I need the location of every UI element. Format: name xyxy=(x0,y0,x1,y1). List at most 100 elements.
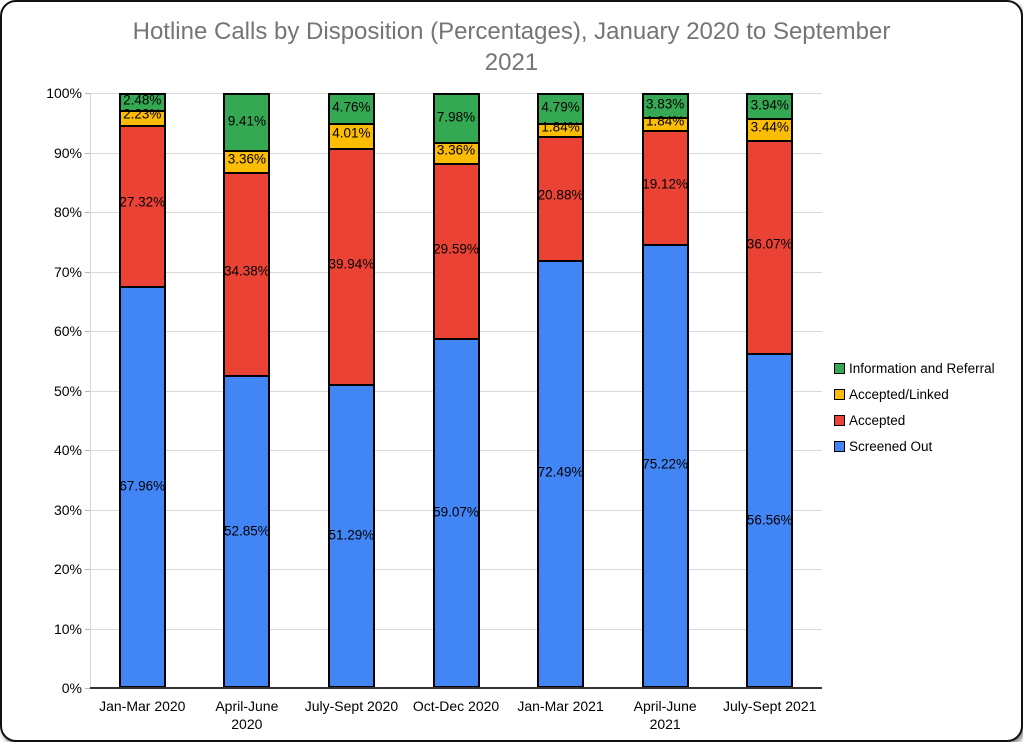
segment-data-label: 39.94% xyxy=(328,256,375,272)
segment-data-label: 56.56% xyxy=(746,512,793,528)
x-axis-category-label: April-June 2021 xyxy=(633,698,697,732)
segment-data-label: 34.38% xyxy=(223,263,270,279)
stacked-bar-jan-mar-2020 xyxy=(118,93,166,688)
legend-item-label: Accepted/Linked xyxy=(849,387,949,402)
stacked-bar-july-sept-2020 xyxy=(327,93,375,688)
legend-item-information-and-referral: Information and Referral xyxy=(834,360,995,377)
segment-data-label: 4.79% xyxy=(541,99,580,115)
bar-segment-screened-out xyxy=(225,374,269,686)
stacked-bar-april-june-2021 xyxy=(641,93,689,688)
bar-segment-accepted-linked xyxy=(329,122,373,149)
y-axis-tick-label: 90% xyxy=(53,144,82,161)
legend-swatch-icon xyxy=(834,415,845,426)
bar-segment-accepted xyxy=(225,171,269,375)
bar-segment-information-and-referral xyxy=(434,95,478,142)
legend-item-label: Screened Out xyxy=(849,439,933,454)
x-axis-category-label: July-Sept 2021 xyxy=(723,698,817,714)
segment-data-label: 36.07% xyxy=(746,236,793,252)
y-axis-tick-label: 0% xyxy=(61,680,82,696)
legend-item-accepted-linked: Accepted/Linked xyxy=(834,386,995,403)
segment-data-label: 4.76% xyxy=(332,99,371,115)
bar-segment-accepted-linked xyxy=(748,118,792,141)
y-axis-tick xyxy=(85,93,90,94)
segment-data-label: 59.07% xyxy=(433,504,479,520)
bar-segment-information-and-referral xyxy=(539,95,583,124)
chart-legend: Information and Referral Accepted/Linked A… xyxy=(834,360,995,455)
bar-segment-accepted xyxy=(748,140,792,354)
y-axis-tick-label: 60% xyxy=(53,323,82,339)
y-axis-tick-label: 80% xyxy=(53,204,82,220)
y-axis-tick-label: 70% xyxy=(53,263,82,280)
bar-segment-information-and-referral xyxy=(225,95,269,151)
legend-item-label: Information and Referral xyxy=(849,361,995,376)
legend-item-screened-out: Screened Out xyxy=(834,438,995,455)
bar-segment-screened-out xyxy=(539,259,583,686)
segment-data-label: 51.29% xyxy=(328,527,375,543)
segment-data-label: 75.22% xyxy=(642,456,689,472)
bar-segment-information-and-referral xyxy=(643,95,687,118)
bar-segment-information-and-referral xyxy=(748,95,792,119)
y-axis-tick xyxy=(85,271,90,273)
legend-item-accepted: Accepted xyxy=(834,412,995,429)
bar-segment-accepted xyxy=(329,148,373,384)
segment-data-label: 1.84% xyxy=(646,113,685,129)
x-axis-category-label: April-June 2020 xyxy=(215,698,279,732)
plot-area: 67.96% 27.32% 2.23% 2.48% 52.85% 34.38% 3.36% 9… xyxy=(90,93,822,688)
stacked-bar-oct-dec-2020 xyxy=(432,93,480,688)
y-axis-tick-label: 50% xyxy=(53,382,82,399)
y-axis-tick xyxy=(85,212,90,213)
stacked-bar-april-june-2020 xyxy=(223,93,271,688)
bar-segment-screened-out xyxy=(120,286,164,687)
bar-segment-information-and-referral xyxy=(329,95,373,123)
y-axis-tick xyxy=(85,450,90,451)
segment-data-label: 9.41% xyxy=(227,113,266,129)
chart-title: Hotline Calls by Disposition (Percentage… xyxy=(132,18,891,76)
bar-segment-accepted xyxy=(539,135,583,260)
x-axis-category-label: Oct-Dec 2020 xyxy=(412,698,500,714)
y-axis-tick xyxy=(85,688,90,689)
bar-segment-accepted-linked xyxy=(643,117,687,131)
y-axis-tick xyxy=(85,152,90,154)
segment-data-label: 20.88% xyxy=(537,187,584,203)
bar-segment-screened-out xyxy=(748,353,792,686)
x-axis-category-label: Jan-Mar 2021 xyxy=(517,698,604,714)
y-axis-tick-label: 30% xyxy=(53,501,82,518)
y-axis-tick xyxy=(85,569,90,570)
y-axis-tick xyxy=(85,390,90,392)
segment-data-label: 27.32% xyxy=(119,194,166,210)
segment-data-label: 2.48% xyxy=(123,92,162,108)
segment-data-label: 72.49% xyxy=(537,464,584,480)
legend-swatch-icon xyxy=(834,363,845,374)
y-axis-tick-label: 10% xyxy=(53,620,82,637)
y-axis-tick xyxy=(85,331,90,332)
bar-segment-accepted xyxy=(643,130,687,245)
bar-segment-information-and-referral xyxy=(120,95,164,110)
y-axis-tick xyxy=(85,628,90,630)
bar-segment-accepted-linked xyxy=(539,123,583,136)
segment-data-label: 3.44% xyxy=(750,119,789,135)
segment-data-label: 3.36% xyxy=(436,142,476,158)
bar-segment-accepted xyxy=(434,163,478,339)
legend-item-label: Accepted xyxy=(849,413,906,428)
bar-segment-accepted-linked xyxy=(434,141,478,164)
y-axis-tick xyxy=(85,509,90,511)
segment-data-label: 3.94% xyxy=(750,97,789,113)
segment-data-label: 19.12% xyxy=(642,176,689,192)
y-axis-tick-label: 40% xyxy=(53,442,82,458)
y-axis-tick-label: 100% xyxy=(46,85,82,101)
legend-swatch-icon xyxy=(834,389,845,400)
legend-swatch-icon xyxy=(834,441,845,452)
segment-data-label: 3.36% xyxy=(227,151,266,167)
stacked-bar-july-sept-2021 xyxy=(746,93,794,688)
segment-data-label: 29.59% xyxy=(433,241,479,256)
segment-data-label: 52.85% xyxy=(223,523,270,539)
bar-segment-accepted-linked xyxy=(225,150,269,172)
bar-segment-accepted xyxy=(120,124,164,287)
bar-segment-screened-out xyxy=(434,338,478,686)
x-axis-line xyxy=(90,687,822,689)
segment-data-label: 4.01% xyxy=(332,125,371,141)
bar-segment-screened-out xyxy=(329,383,373,686)
segment-data-label: 67.96% xyxy=(119,478,166,494)
segment-data-label: 3.83% xyxy=(646,96,685,112)
